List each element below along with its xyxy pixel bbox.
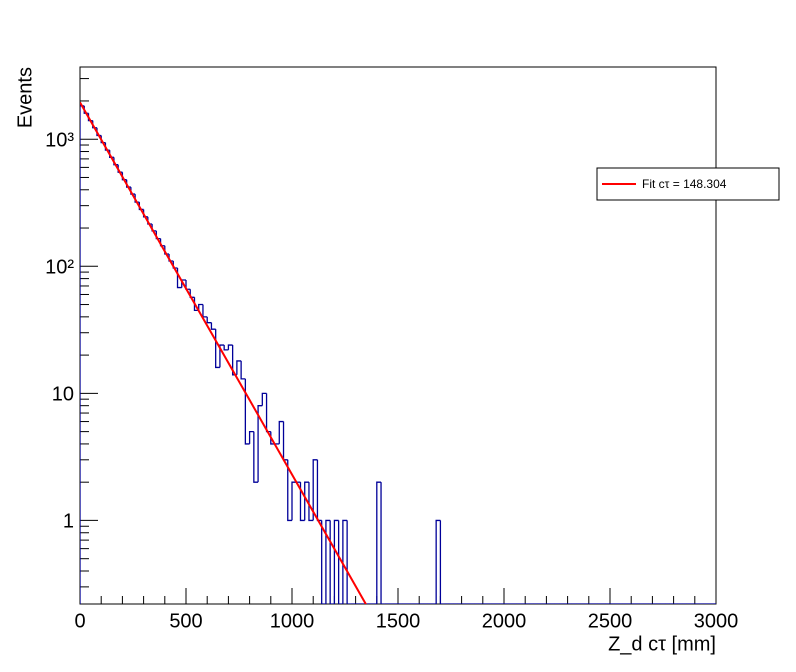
histogram-bin <box>346 520 352 604</box>
histogram-bin <box>202 304 208 318</box>
legend: Fit cτ = 148.304 <box>596 167 780 201</box>
histogram-bin <box>312 459 318 521</box>
histogram-bin <box>435 519 441 604</box>
histogram-bin <box>121 172 127 181</box>
histogram-bin <box>337 520 343 604</box>
y-tick-label: 10³ <box>45 129 74 151</box>
histogram-bin <box>240 360 246 380</box>
histogram-bin <box>155 230 161 240</box>
histogram-bin <box>257 405 263 483</box>
x-tick-label: 2000 <box>482 610 527 632</box>
x-axis-label: Z_d cτ [mm] <box>608 633 716 655</box>
histogram-bin <box>316 459 322 522</box>
histogram-bin <box>223 345 229 351</box>
histogram-bin <box>265 393 271 433</box>
histogram-bin <box>117 164 123 173</box>
legend-label: Fit cτ = 148.304 <box>642 177 727 191</box>
histogram-bin <box>333 519 339 604</box>
histogram-bin <box>164 245 170 255</box>
histogram-bin <box>138 202 144 211</box>
histogram-bin <box>282 421 288 461</box>
y-tick-label: 1 <box>63 511 74 533</box>
histogram-bin <box>287 459 292 522</box>
x-tick-label: 500 <box>169 610 202 632</box>
x-tick-label: 3000 <box>694 610 739 632</box>
histogram-bin <box>304 481 309 521</box>
histogram-bin <box>113 157 119 166</box>
histogram-bin <box>299 482 305 522</box>
histogram-bin <box>248 430 254 444</box>
x-tick-label: 1500 <box>376 610 421 632</box>
histogram-bin <box>198 303 203 311</box>
histogram-bin <box>278 420 284 444</box>
x-tick-label: 1000 <box>270 610 315 632</box>
histogram-bin <box>342 519 348 604</box>
y-axis-label: Events <box>14 67 36 128</box>
histogram-bin <box>206 316 212 324</box>
histogram-bin <box>130 187 136 195</box>
histogram-bin <box>439 520 445 604</box>
histogram-bin <box>321 520 326 604</box>
histogram-bin <box>291 481 297 521</box>
histogram-bin <box>125 179 131 188</box>
histogram-bin <box>210 322 216 330</box>
histogram-bin <box>147 216 153 225</box>
histogram-bin <box>134 194 140 203</box>
y-tick-label: 10 <box>52 384 74 406</box>
histogram-bin <box>236 360 242 375</box>
histogram-bin <box>329 520 335 604</box>
fit-line <box>80 101 367 604</box>
histogram-bin <box>261 392 267 406</box>
y-tick-label: 10² <box>45 257 74 279</box>
histogram-bin <box>325 519 331 604</box>
histogram-bin <box>227 344 233 350</box>
histogram-bin <box>376 481 382 604</box>
x-tick-label: 0 <box>74 610 85 632</box>
histogram-bin <box>308 482 314 522</box>
x-tick-label: 2500 <box>588 610 633 632</box>
histogram-bin <box>253 431 259 483</box>
histogram-bin <box>142 209 148 218</box>
plot-frame <box>79 66 717 605</box>
histogram-bin <box>168 253 174 262</box>
histogram-bin <box>244 378 250 445</box>
histogram-bin <box>380 482 386 604</box>
histogram-bin <box>219 344 225 368</box>
